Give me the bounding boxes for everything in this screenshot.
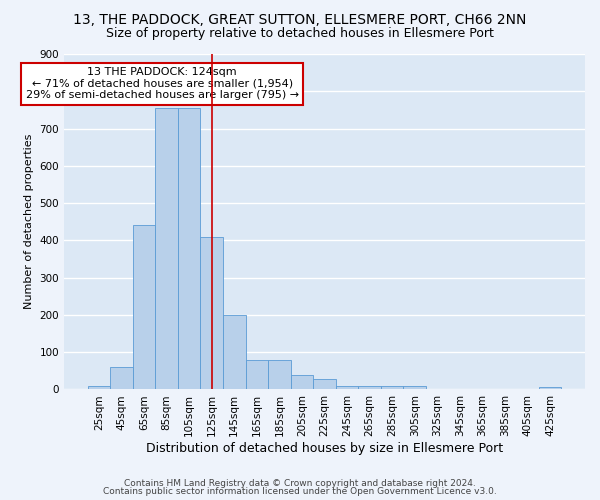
Bar bbox=[268, 360, 290, 390]
Bar bbox=[245, 360, 268, 390]
Bar bbox=[313, 379, 336, 390]
Bar bbox=[178, 108, 200, 390]
Text: 13, THE PADDOCK, GREAT SUTTON, ELLESMERE PORT, CH66 2NN: 13, THE PADDOCK, GREAT SUTTON, ELLESMERE… bbox=[73, 12, 527, 26]
X-axis label: Distribution of detached houses by size in Ellesmere Port: Distribution of detached houses by size … bbox=[146, 442, 503, 455]
Bar bbox=[358, 386, 381, 390]
Bar bbox=[290, 374, 313, 390]
Text: Contains public sector information licensed under the Open Government Licence v3: Contains public sector information licen… bbox=[103, 487, 497, 496]
Bar bbox=[200, 236, 223, 390]
Bar bbox=[88, 386, 110, 390]
Bar bbox=[223, 315, 245, 390]
Bar bbox=[155, 108, 178, 390]
Bar bbox=[539, 387, 562, 390]
Text: Size of property relative to detached houses in Ellesmere Port: Size of property relative to detached ho… bbox=[106, 28, 494, 40]
Bar bbox=[336, 386, 358, 390]
Bar bbox=[403, 386, 426, 390]
Bar bbox=[381, 386, 403, 390]
Bar bbox=[133, 226, 155, 390]
Text: Contains HM Land Registry data © Crown copyright and database right 2024.: Contains HM Land Registry data © Crown c… bbox=[124, 478, 476, 488]
Text: 13 THE PADDOCK: 124sqm
← 71% of detached houses are smaller (1,954)
29% of semi-: 13 THE PADDOCK: 124sqm ← 71% of detached… bbox=[26, 67, 299, 100]
Y-axis label: Number of detached properties: Number of detached properties bbox=[24, 134, 34, 310]
Bar bbox=[110, 367, 133, 390]
